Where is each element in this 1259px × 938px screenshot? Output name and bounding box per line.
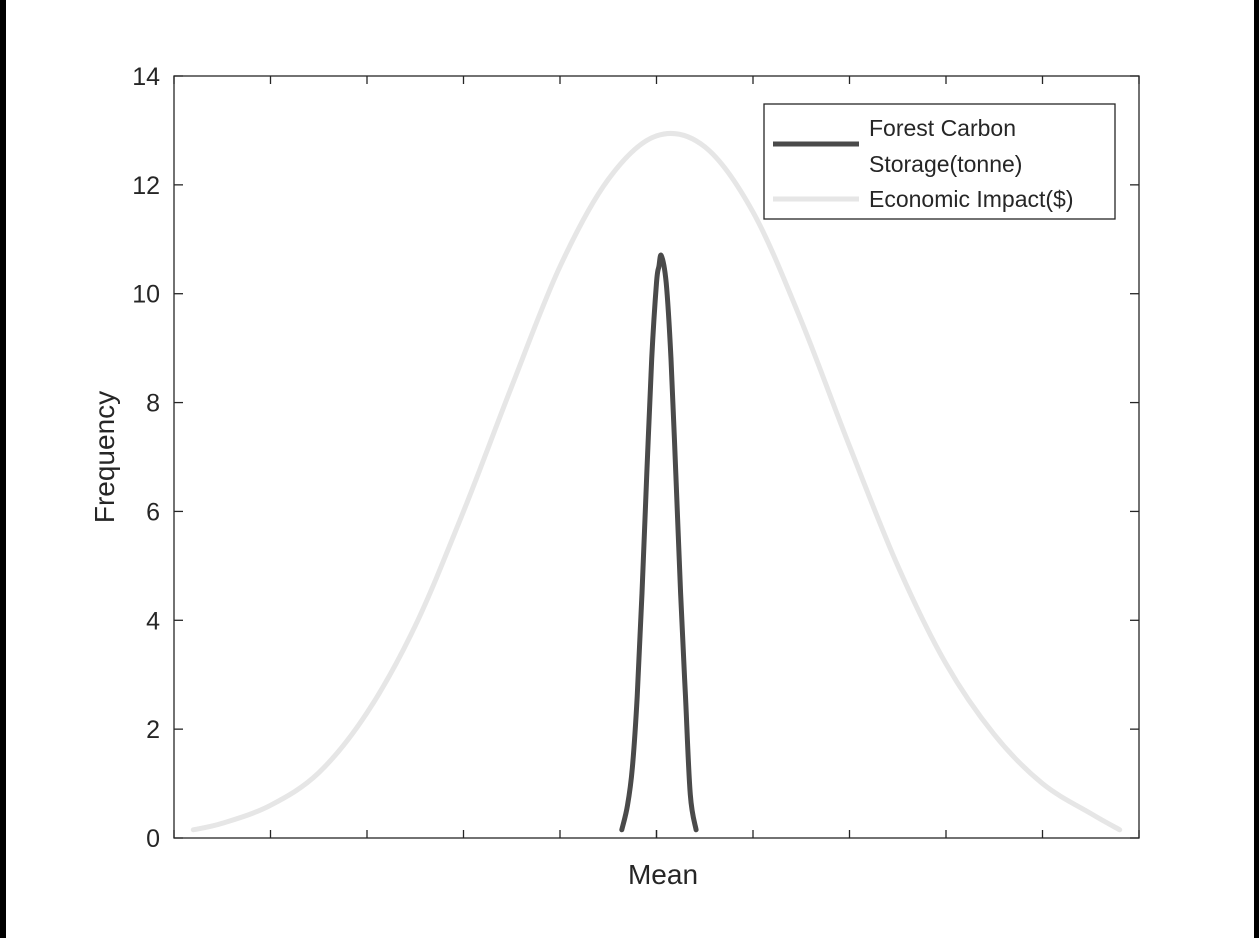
right-frame-border [1254,0,1259,938]
y-tick-label: 6 [146,498,160,526]
series-line-economic-impact [190,130,1123,833]
y-tick-label: 2 [146,716,160,744]
axis-layer: 0 2 4 6 8 10 12 14 [132,63,1140,853]
y-tick-label: 4 [146,607,160,635]
y-tick-label: 14 [132,63,160,91]
left-frame-border [0,0,6,938]
legend-label-forest-carbon-line2: Storage(tonne) [869,151,1022,177]
y-tick-label: 10 [132,281,160,309]
legend-label-forest-carbon-line1: Forest Carbon [869,115,1016,141]
y-axis-label: Frequency [89,391,120,523]
y-tick-label: 8 [146,390,160,418]
y-tick-label: 12 [132,172,160,200]
legend-label-economic-impact: Economic Impact($) [869,186,1074,212]
series-line-forest-carbon-storage-tonne [619,252,699,833]
y-tick-label: 0 [146,825,160,853]
legend: Forest Carbon Storage(tonne) Economic Im… [763,103,1116,220]
x-axis-label: Mean [628,859,698,890]
series-layer [190,130,1123,833]
